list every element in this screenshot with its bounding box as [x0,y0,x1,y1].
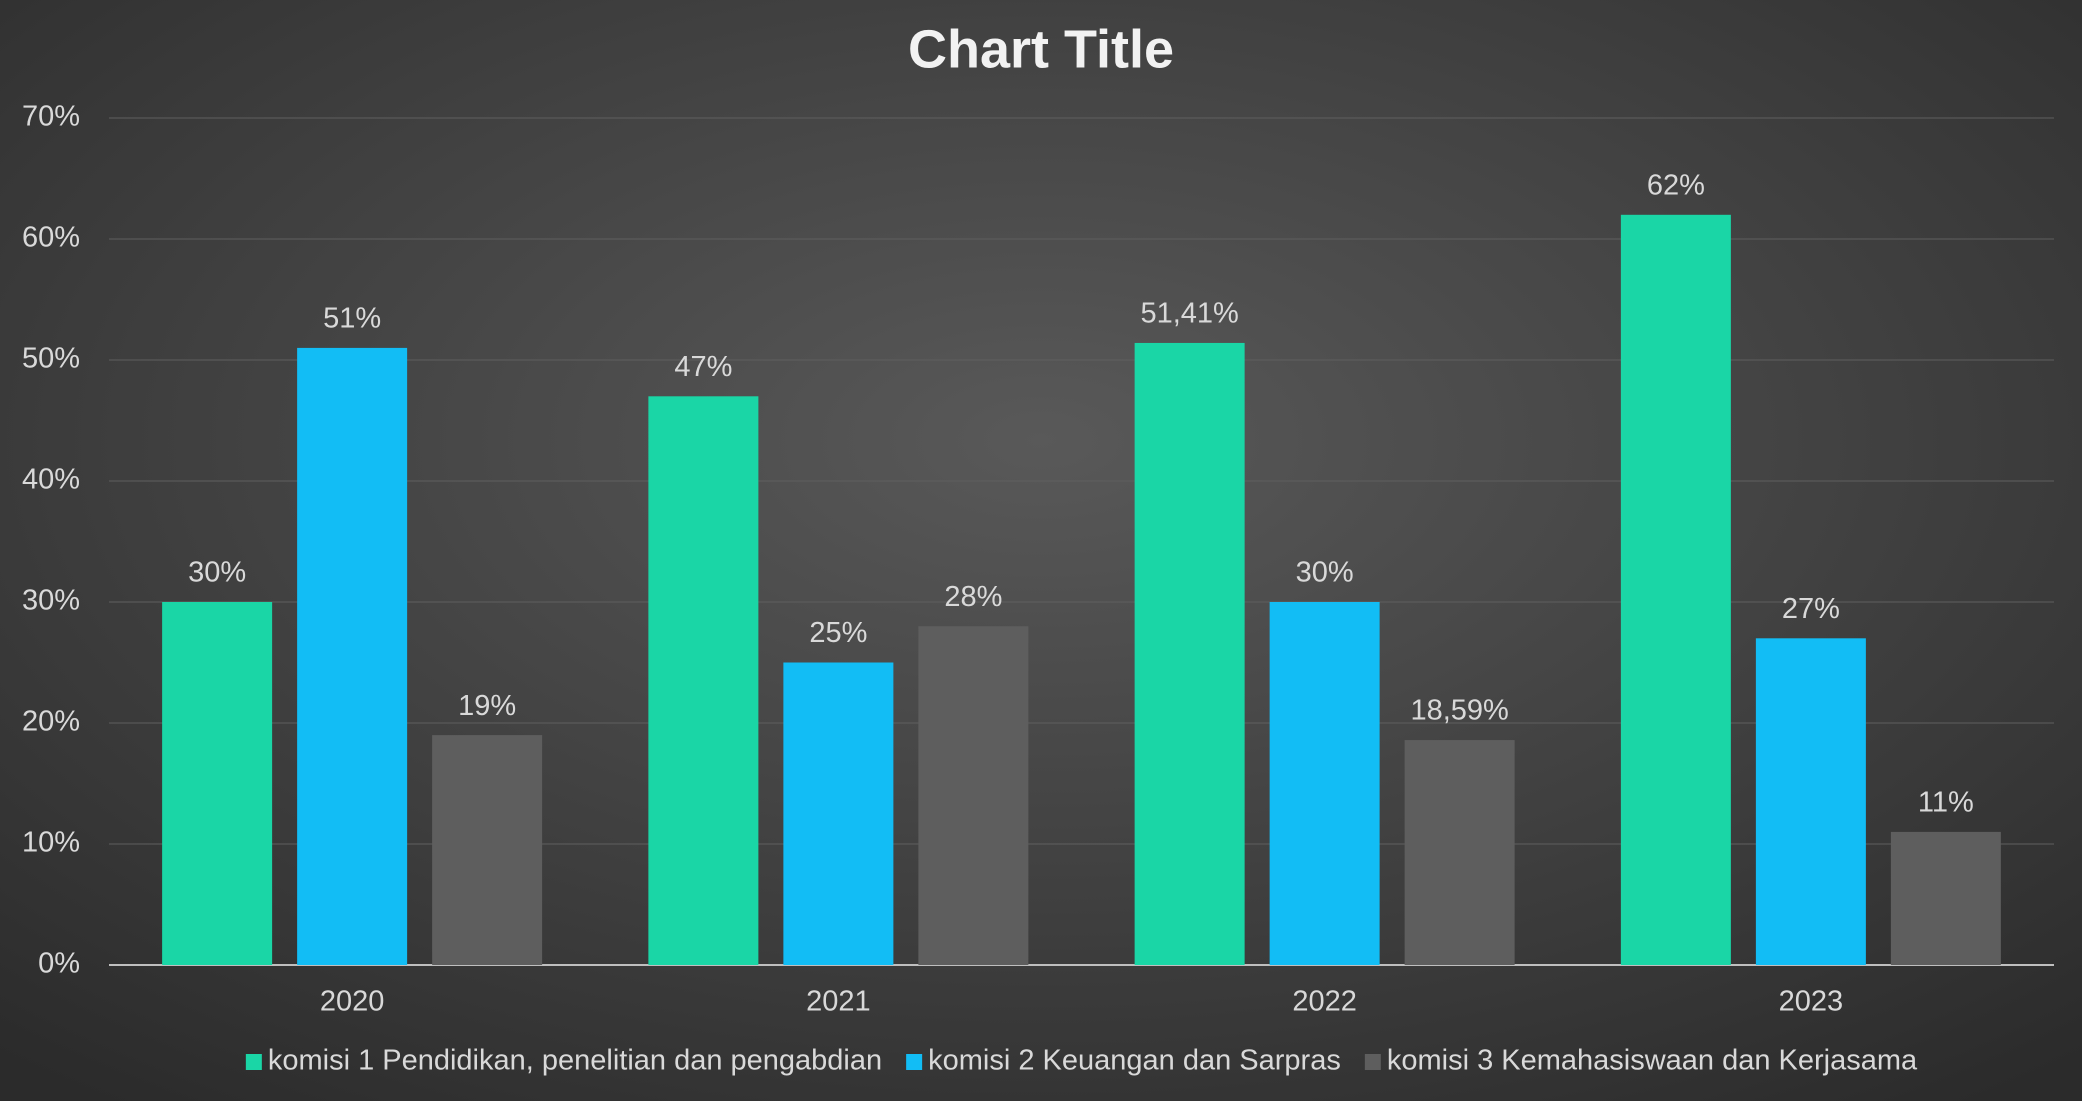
bar [432,735,543,965]
bar [1134,342,1245,966]
x-tick-label: 2021 [806,986,871,1018]
data-label: 28% [944,581,1002,613]
data-label: 30% [188,557,246,589]
legend-swatch [245,1054,262,1070]
data-label: 18,59% [1410,695,1508,727]
data-label: 11% [1918,787,1974,819]
bar [648,396,759,965]
legend-label: komisi 3 Kemahasiswaan dan Kerjasama [1387,1045,1918,1077]
y-tick-label: 30% [22,585,80,617]
bar [162,602,273,965]
y-tick-label: 0% [38,948,80,980]
y-tick-label: 40% [22,464,80,496]
bar [1404,740,1515,965]
x-tick-label: 2022 [1292,986,1357,1018]
legend-label: komisi 2 Keuangan dan Sarpras [928,1045,1341,1077]
data-label: 47% [674,351,732,383]
bar [918,626,1029,965]
data-label: 30% [1296,557,1354,589]
bar [297,347,408,965]
legend-swatch [1364,1054,1381,1070]
bar [1269,602,1380,965]
y-tick-label: 50% [22,343,80,375]
data-label: 27% [1782,593,1840,625]
data-label: 51,41% [1140,298,1238,330]
y-tick-label: 60% [22,222,80,254]
y-tick-label: 10% [22,827,80,859]
bar [1890,831,2001,965]
y-tick-label: 20% [22,706,80,738]
bar [1755,638,1866,965]
legend-label: komisi 1 Pendidikan, penelitian dan peng… [268,1045,882,1077]
data-label: 25% [809,617,867,649]
bar [783,662,894,965]
bar [1620,214,1731,966]
x-tick-label: 2020 [320,986,385,1018]
data-label: 62% [1647,169,1705,201]
data-label: 19% [458,690,516,722]
data-label: 51% [323,303,381,335]
y-tick-label: 70% [22,101,80,133]
legend-swatch [906,1054,923,1070]
x-tick-label: 2023 [1779,986,1844,1018]
chart-title: Chart Title [908,19,1174,79]
